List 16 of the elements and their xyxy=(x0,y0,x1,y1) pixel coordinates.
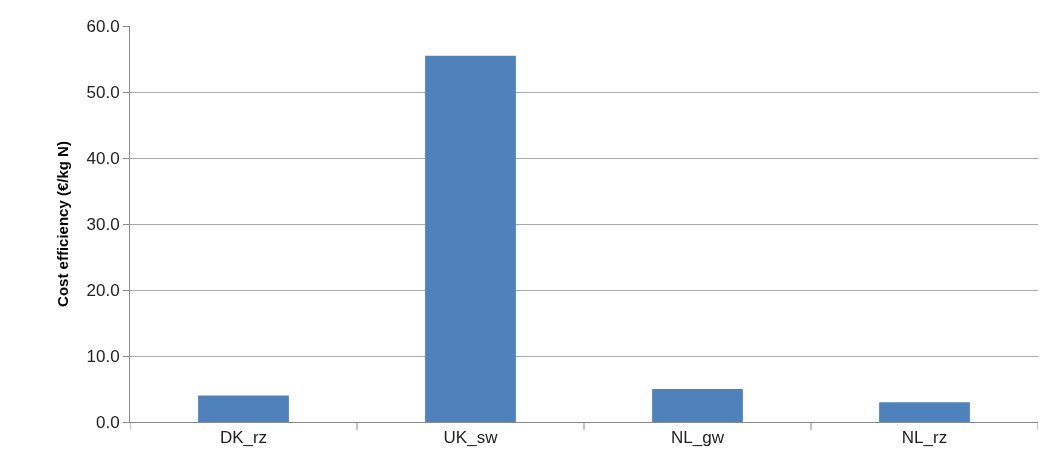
bar xyxy=(198,395,289,422)
y-tick-label: 30.0 xyxy=(86,214,120,234)
x-tick-label: DK_rz xyxy=(219,428,268,448)
bar xyxy=(879,402,970,422)
y-tick-label: 60.0 xyxy=(86,16,120,36)
bar xyxy=(425,55,516,422)
y-tick-label: 20.0 xyxy=(86,280,120,300)
y-tick-label: 50.0 xyxy=(86,82,120,102)
y-axis-title: Cost efficiency (€/kg N) xyxy=(53,141,71,307)
x-tick-label: UK_sw xyxy=(443,428,499,448)
x-tick-label: NL_gw xyxy=(671,428,725,448)
y-tick-label: 0.0 xyxy=(95,412,120,432)
y-tick-label: 40.0 xyxy=(86,148,120,168)
x-tick-label: NL_rz xyxy=(901,428,948,448)
bar xyxy=(652,389,743,422)
y-tick-label: 10.0 xyxy=(86,346,120,366)
